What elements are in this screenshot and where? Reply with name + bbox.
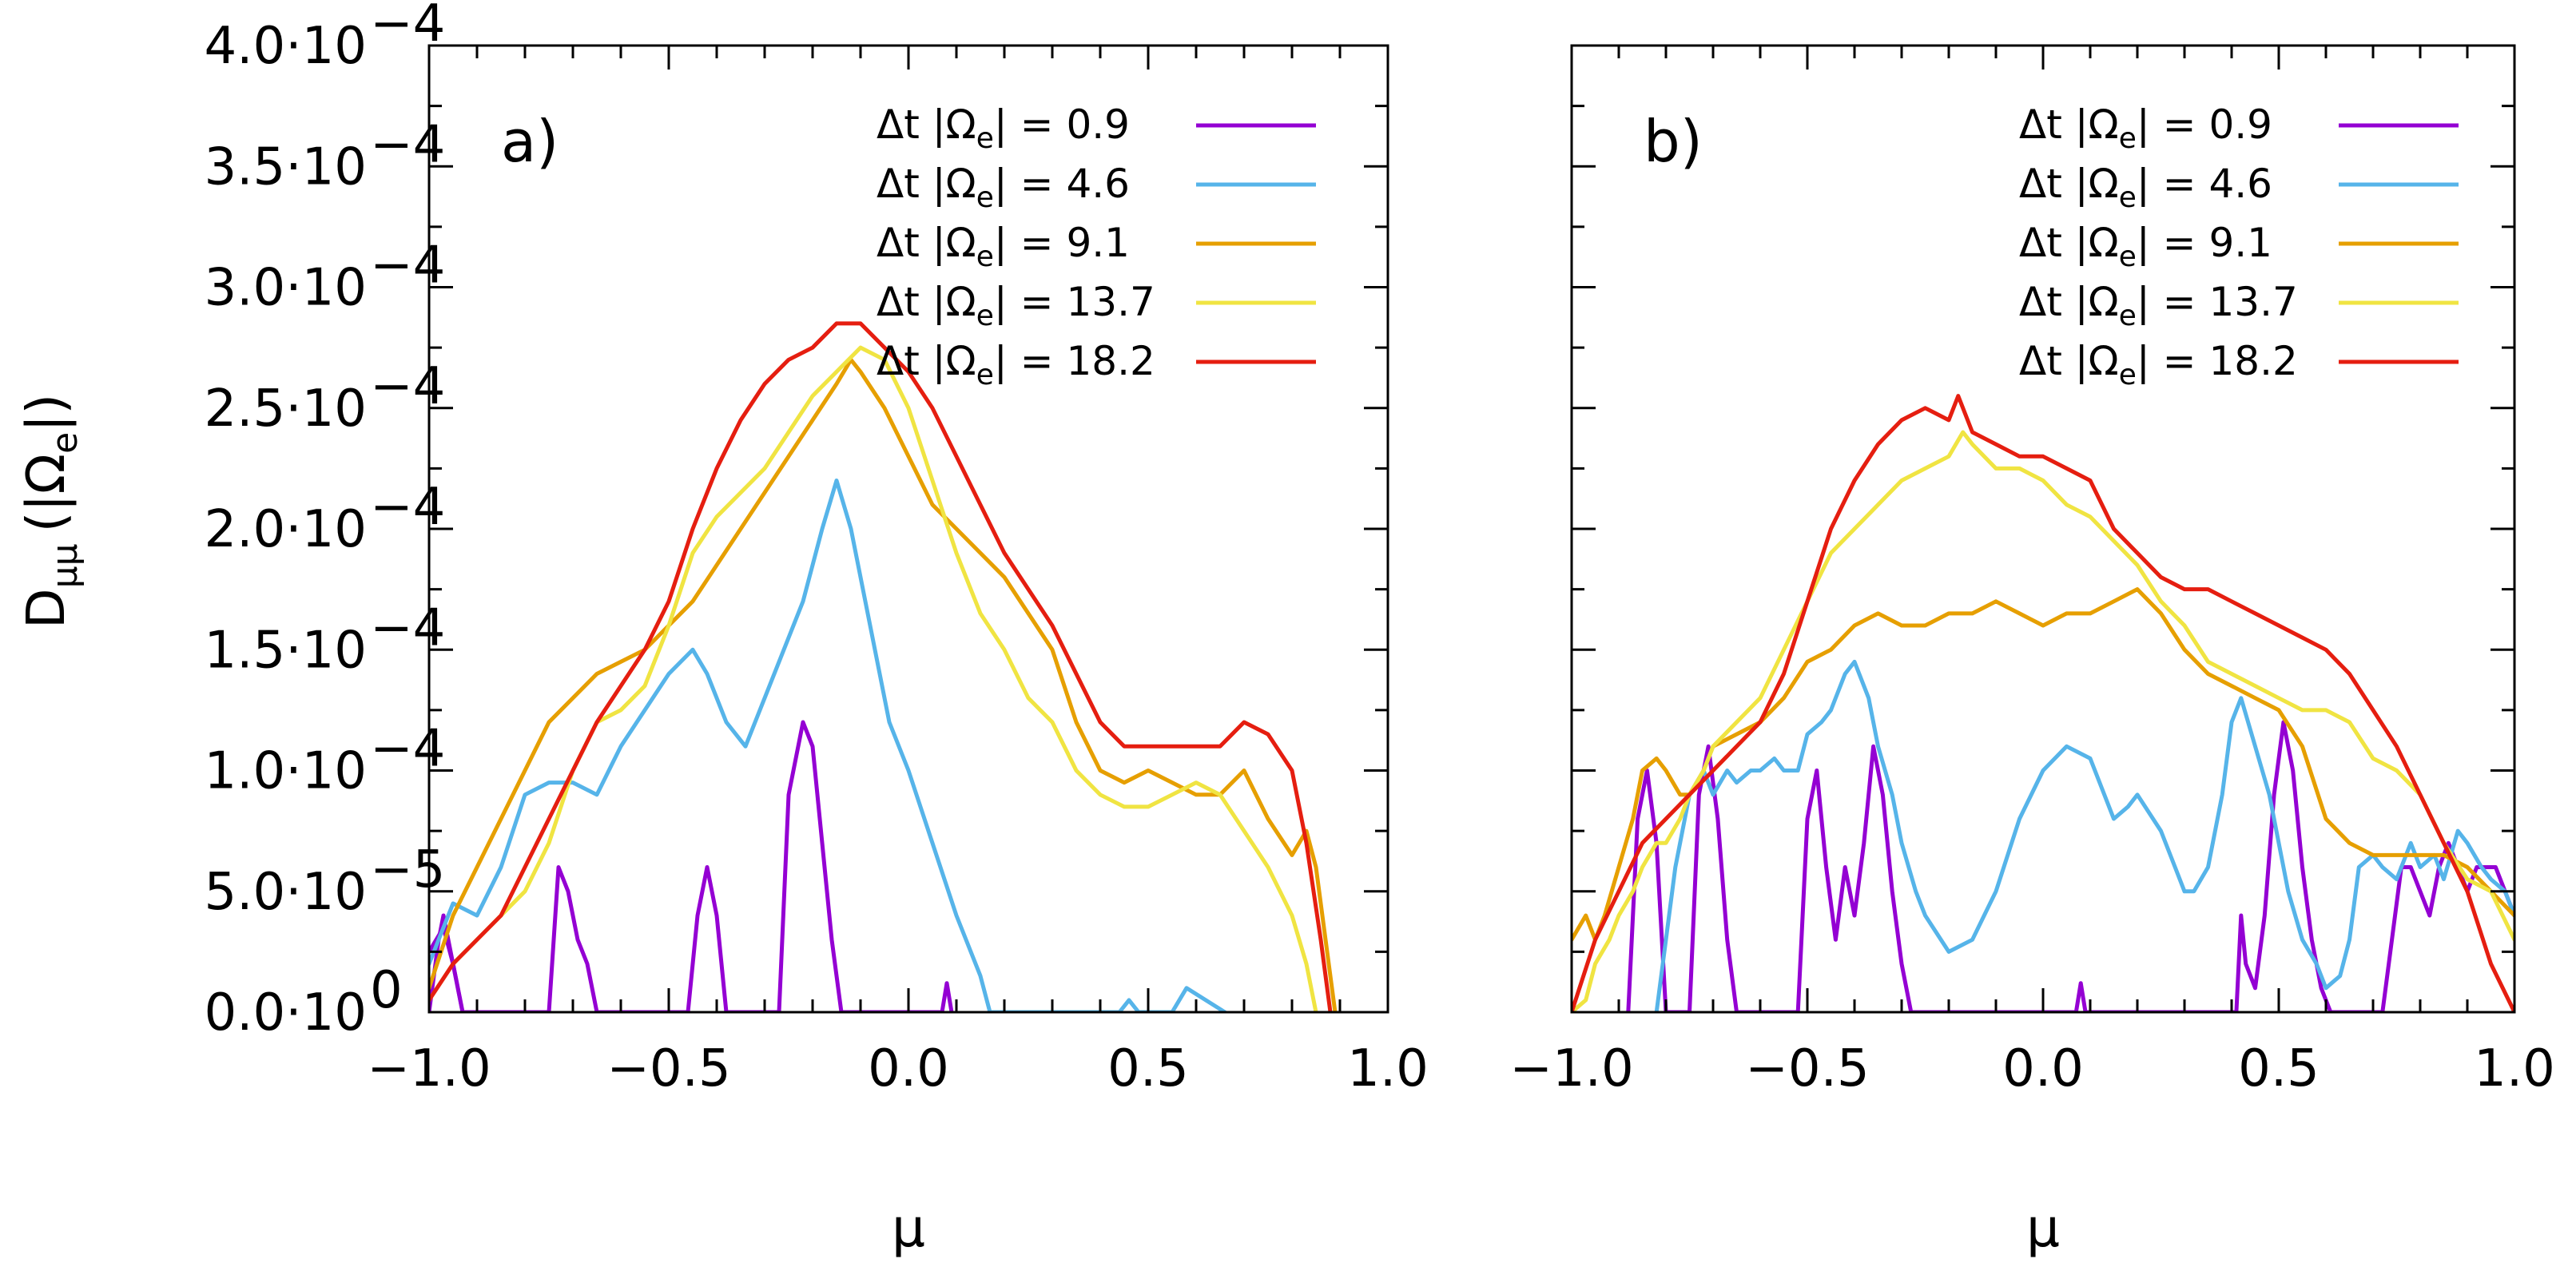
x-tick-label: 1.0 bbox=[1347, 1039, 1429, 1098]
y-tick-label: 0.0·10 bbox=[204, 983, 367, 1043]
y-tick-label: 5.0·10 bbox=[204, 863, 367, 922]
series-line-13-7 bbox=[1572, 430, 2514, 1012]
y-axis-title-unit-sub: e bbox=[45, 432, 85, 454]
legend-label: Δt |Ωe| = 9.1 bbox=[877, 220, 1130, 273]
legend-label: Δt |Ωe| = 0.9 bbox=[877, 101, 1130, 155]
y-tick-label: 4.0·10 bbox=[204, 17, 367, 76]
y-tick-exponent: −4 bbox=[370, 598, 445, 657]
legend-label: Δt |Ωe| = 13.7 bbox=[2019, 279, 2298, 332]
series-line-9-1 bbox=[429, 357, 1338, 1012]
y-tick-label: 3.5·10 bbox=[204, 137, 367, 197]
y-tick-label: 3.0·10 bbox=[204, 259, 367, 318]
y-tick-exponent: 0 bbox=[370, 961, 403, 1020]
x-axis-title: μ bbox=[892, 1198, 925, 1259]
series-line-0-9 bbox=[429, 720, 954, 1012]
series-line-0-9 bbox=[1626, 720, 2514, 1012]
series-line-18-2 bbox=[1572, 394, 2514, 1012]
x-tick-label: 0.0 bbox=[2002, 1039, 2084, 1098]
y-axis-title-main: D bbox=[15, 588, 77, 629]
series-line-9-1 bbox=[1572, 587, 2514, 942]
legend-label: Δt |Ωe| = 18.2 bbox=[2019, 338, 2298, 391]
y-tick-exponent: −4 bbox=[370, 236, 445, 296]
y-tick-exponent: −4 bbox=[370, 478, 445, 537]
panel-label: b) bbox=[1644, 108, 1703, 175]
panel-b: −1.0 −0.5 0.0 0.5 1.0 μ b) Δt |Ωe| = 0.9 Δt |Ωe|… bbox=[1509, 44, 2555, 1259]
y-tick-exponent: −4 bbox=[370, 357, 445, 416]
series-line-13-7 bbox=[429, 345, 1318, 1012]
y-tick-label: 1.5·10 bbox=[204, 621, 367, 680]
series-line-4-6 bbox=[1654, 659, 2514, 1012]
y-axis-title-unit-post: |) bbox=[15, 394, 77, 432]
x-tick-label: −1.0 bbox=[1509, 1039, 1633, 1098]
y-axis-title: Dμμ (|Ωe|) bbox=[15, 394, 85, 629]
x-tick-label: 0.5 bbox=[2238, 1039, 2320, 1098]
legend-label: Δt |Ωe| = 4.6 bbox=[2019, 161, 2272, 214]
legend-label: Δt |Ωe| = 0.9 bbox=[2019, 101, 2272, 155]
series-group bbox=[1572, 394, 2514, 1012]
x-tick-label: −1.0 bbox=[367, 1039, 491, 1098]
x-axis-title: μ bbox=[2026, 1198, 2060, 1259]
panel-a: −1.0 −0.5 0.0 0.5 1.0μ0.0·10 05.0·10 −51.0·10−… bbox=[204, 0, 1428, 1259]
y-tick-exponent: −4 bbox=[370, 0, 445, 54]
y-tick-label: 2.0·10 bbox=[204, 500, 367, 559]
y-tick-label: 1.0·10 bbox=[204, 742, 367, 801]
legend-label: Δt |Ωe| = 9.1 bbox=[2019, 220, 2272, 273]
y-tick-exponent: −4 bbox=[370, 115, 445, 174]
legend-label: Δt |Ωe| = 4.6 bbox=[877, 161, 1130, 214]
x-tick-label: 0.0 bbox=[868, 1039, 949, 1098]
series-line-18-2 bbox=[429, 321, 1333, 1012]
panel-label: a) bbox=[501, 108, 559, 175]
legend-label: Δt |Ωe| = 13.7 bbox=[877, 279, 1155, 332]
series-line-0-9 bbox=[429, 925, 465, 1012]
y-axis-title-unit-pre: (|Ω bbox=[15, 454, 77, 532]
series-group bbox=[429, 321, 1338, 1012]
x-tick-label: 1.0 bbox=[2474, 1039, 2555, 1098]
x-tick-label: −0.5 bbox=[1745, 1039, 1869, 1098]
y-axis-title-sub: μμ bbox=[45, 543, 85, 588]
y-tick-exponent: −5 bbox=[370, 840, 445, 900]
x-tick-label: 0.5 bbox=[1107, 1039, 1189, 1098]
y-tick-label: 2.5·10 bbox=[204, 379, 367, 439]
legend-label: Δt |Ωe| = 18.2 bbox=[877, 338, 1155, 391]
y-tick-exponent: −4 bbox=[370, 720, 445, 779]
series-line-4-6 bbox=[429, 479, 1227, 1012]
x-tick-label: −0.5 bbox=[606, 1039, 730, 1098]
